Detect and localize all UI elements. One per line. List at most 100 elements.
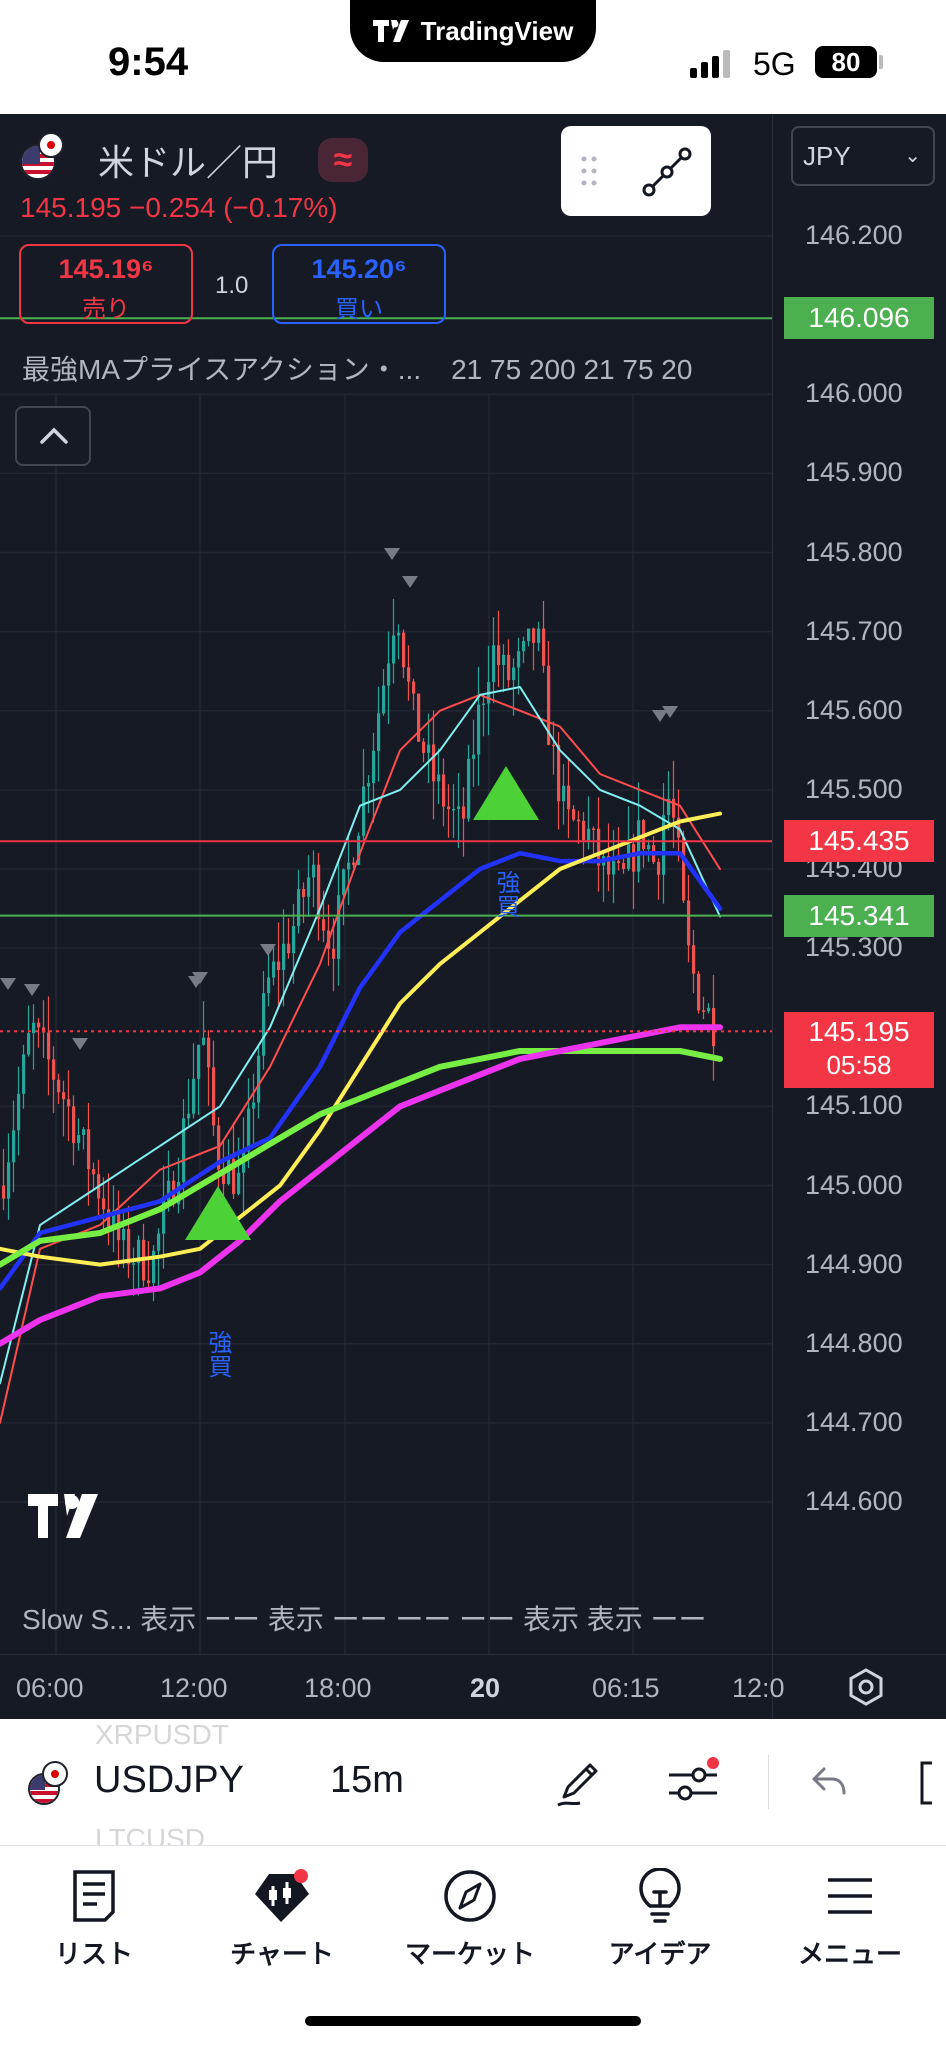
candle-body bbox=[82, 1129, 86, 1135]
candle-body bbox=[317, 864, 321, 920]
signal-label: 強買 bbox=[492, 870, 520, 918]
nav-item-ideas[interactable]: アイデア bbox=[580, 1868, 740, 1971]
candle-body bbox=[407, 667, 411, 682]
y-tick-label: 145.100 bbox=[805, 1090, 903, 1121]
drag-handle-icon[interactable] bbox=[581, 156, 597, 186]
drawing-pen-icon[interactable] bbox=[552, 1757, 604, 1809]
symbol-name[interactable]: 米ドル／円 bbox=[98, 142, 279, 183]
buy-button[interactable]: 145.20⁶ 買い bbox=[272, 244, 446, 324]
symbol-header[interactable]: 米ドル／円 ≈ bbox=[20, 132, 369, 186]
nav-item-market[interactable]: マーケット bbox=[390, 1868, 550, 1971]
battery-icon: 80 bbox=[815, 46, 877, 78]
bar-countdown: 05:58 bbox=[826, 1050, 892, 1080]
x-axis[interactable]: 06:00 12:00 18:00 20 06:15 12:0 bbox=[0, 1654, 946, 1719]
candle-body bbox=[357, 835, 361, 865]
y-tick-label: 146.200 bbox=[805, 220, 903, 250]
toolbar-symbol[interactable]: USDJPY bbox=[94, 1759, 244, 1801]
buy-label: 買い bbox=[335, 296, 383, 323]
sub-indicator-legend[interactable]: Slow S... 表示 ーー 表示 ーー ーー ーー 表示 表示 ーー bbox=[22, 1604, 707, 1635]
fullscreen-icon[interactable] bbox=[918, 1757, 946, 1809]
candle-body bbox=[532, 628, 536, 643]
indicator-params: 21 75 200 21 75 20 bbox=[451, 354, 693, 385]
candle-body bbox=[87, 1129, 91, 1170]
candle-body bbox=[457, 806, 461, 809]
candle-body bbox=[517, 651, 521, 668]
tradingview-watermark-icon bbox=[28, 1494, 98, 1538]
candle-body bbox=[277, 961, 281, 971]
candle-body bbox=[547, 665, 551, 745]
toolbar-interval[interactable]: 15m bbox=[330, 1759, 404, 1801]
candle-body bbox=[287, 943, 291, 954]
trend-line-icon[interactable] bbox=[641, 146, 693, 198]
candle-body bbox=[27, 1033, 31, 1055]
candle-body bbox=[352, 862, 356, 865]
candle-body bbox=[672, 798, 676, 818]
currency-select-value: JPY bbox=[803, 141, 851, 171]
candle-body bbox=[302, 888, 306, 897]
candle-body bbox=[622, 863, 626, 869]
price-label-box: 145.435 bbox=[784, 820, 934, 863]
nav-item-chart[interactable]: チャート bbox=[202, 1868, 362, 1971]
undo-icon[interactable] bbox=[808, 1757, 848, 1809]
nav-item-menu[interactable]: メニュー bbox=[770, 1868, 930, 1971]
menu-icon bbox=[828, 1878, 872, 1914]
buy-signal-triangle bbox=[473, 766, 539, 820]
ma-line bbox=[0, 693, 721, 1424]
chart-settings-icon[interactable] bbox=[846, 1667, 886, 1707]
wave-badge-icon[interactable]: ≈ bbox=[318, 138, 369, 182]
indicators-icon[interactable] bbox=[665, 1757, 721, 1809]
candle-body bbox=[497, 645, 501, 665]
collapse-legend-button[interactable] bbox=[15, 406, 91, 466]
price-lines bbox=[0, 317, 772, 1033]
candle-body bbox=[47, 1032, 51, 1060]
y-tick-label: 144.600 bbox=[805, 1486, 903, 1516]
candle-body bbox=[67, 1099, 71, 1107]
app-name: TradingView bbox=[420, 15, 574, 46]
candle-body bbox=[127, 1228, 131, 1265]
candle-body bbox=[347, 862, 351, 870]
order-quantity[interactable]: 1.0 bbox=[215, 272, 249, 299]
nav-item-list[interactable]: リスト bbox=[14, 1868, 174, 1971]
price-label-box: 146.096 bbox=[784, 297, 934, 340]
candle-body bbox=[527, 628, 531, 642]
candle-body bbox=[167, 1180, 171, 1201]
nav-label: リスト bbox=[54, 1939, 133, 1969]
candle-body bbox=[397, 632, 401, 636]
candle-body bbox=[562, 785, 566, 802]
x-tick-label: 06:00 bbox=[16, 1673, 84, 1703]
candle-body bbox=[322, 919, 326, 931]
candle-body bbox=[257, 1055, 261, 1103]
ma-line bbox=[0, 1048, 723, 1268]
indicator-legend[interactable]: 最強MAプライスアクション・... 21 75 200 21 75 20 bbox=[22, 348, 770, 388]
candle-body bbox=[132, 1263, 136, 1265]
chart-area[interactable]: 強買 強買 米ドル／円 ≈ 145.195 −0.254 (−0.17%) 145… bbox=[0, 114, 946, 1719]
candle-body bbox=[252, 1102, 256, 1109]
price-change: 145.195 −0.254 (−0.17%) bbox=[20, 192, 338, 223]
candle-body bbox=[507, 655, 511, 681]
sell-button[interactable]: 145.19⁶ 売り bbox=[19, 244, 193, 324]
ghost-symbol-above: XRPUSDT bbox=[95, 1719, 229, 1750]
x-tick-label: 12:00 bbox=[160, 1673, 228, 1703]
candle-body bbox=[612, 861, 616, 875]
swing-marker bbox=[402, 576, 418, 588]
candle-body bbox=[537, 628, 541, 643]
candle-body bbox=[452, 808, 456, 811]
candle-body bbox=[512, 667, 516, 681]
candle-body bbox=[32, 1022, 36, 1034]
candle-body bbox=[387, 663, 391, 686]
candle-body bbox=[297, 888, 301, 927]
signal-icon bbox=[690, 48, 730, 78]
candle-body bbox=[342, 869, 346, 896]
y-tick-label: 145.900 bbox=[805, 457, 903, 488]
candle-body bbox=[187, 1113, 191, 1119]
candle-body bbox=[657, 861, 661, 875]
candle-body bbox=[607, 856, 611, 875]
candle-body bbox=[467, 758, 471, 819]
chart-icon bbox=[255, 1869, 309, 1922]
drawing-tool-popup[interactable] bbox=[561, 126, 711, 216]
candle-body bbox=[222, 1169, 226, 1184]
currency-select[interactable]: JPY ⌄ bbox=[791, 126, 935, 186]
candle-body bbox=[147, 1280, 151, 1284]
